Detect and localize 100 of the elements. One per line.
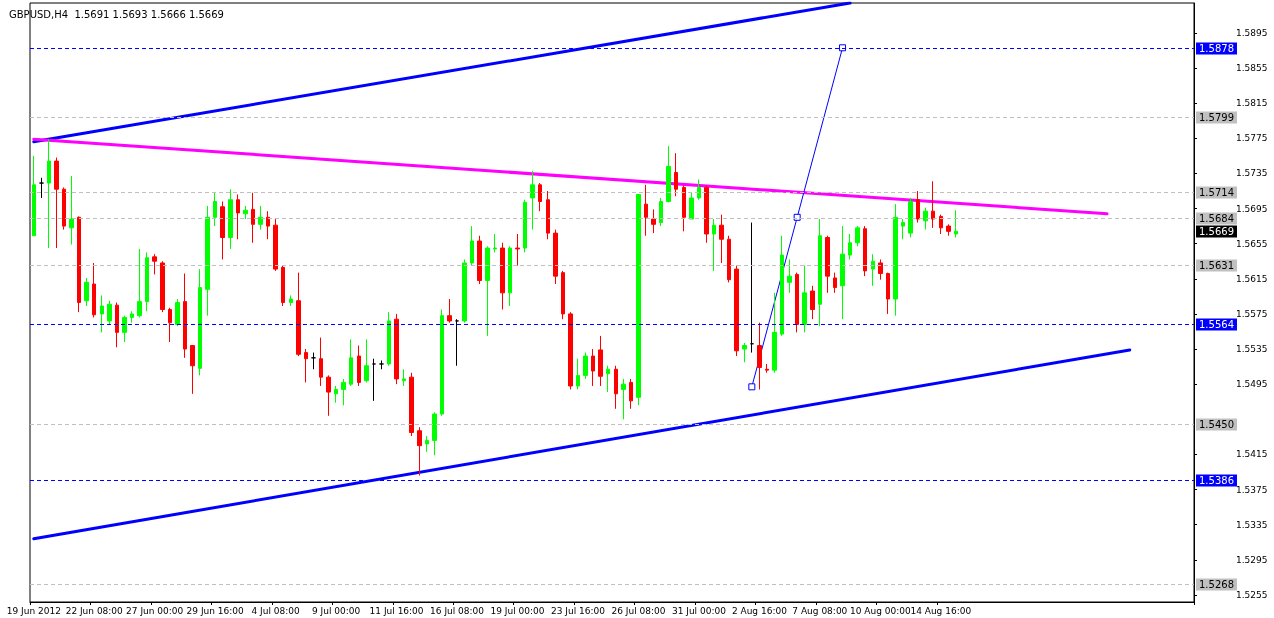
candlestick: [742, 342, 747, 363]
text: 1.5669: [1199, 226, 1234, 237]
ref-line-label: 1.5268: [1199, 579, 1234, 590]
candlestick: [273, 218, 278, 272]
candlestick: [939, 214, 943, 235]
candlestick: [341, 378, 346, 406]
ref-line-label: 1.5631: [1199, 260, 1234, 271]
y-tick-label: 1.5255: [1236, 589, 1268, 600]
candlestick: [394, 313, 399, 385]
ref-line-label: 1.5386: [1199, 475, 1234, 486]
candlestick: [477, 235, 482, 285]
candlestick: [289, 294, 293, 307]
candlestick: [84, 277, 89, 307]
y-tick-label: 1.5535: [1236, 344, 1268, 355]
candlestick: [908, 197, 913, 239]
candlestick: [734, 265, 739, 357]
candlestick: [901, 218, 905, 240]
y-tick-label: 1.5575: [1236, 308, 1268, 319]
candlestick: [251, 192, 255, 244]
y-tick-label: 1.5735: [1236, 168, 1268, 179]
candlestick: [47, 138, 51, 249]
x-tick-label: 9 Jul 00:00: [311, 605, 361, 616]
text: GBPUSD,H4 1.5691 1.5693 1.5666 1.5669: [9, 8, 224, 20]
candlestick: [175, 298, 180, 327]
candlestick: [160, 260, 165, 313]
candlestick: [145, 251, 149, 312]
candlestick: [878, 258, 883, 281]
x-tick-label: 7 Aug 08:00: [792, 605, 848, 616]
candlestick: [780, 235, 784, 337]
y-tick-label: 1.5375: [1236, 484, 1268, 495]
candlestick: [871, 253, 875, 287]
candlestick: [485, 245, 490, 337]
candlestick: [772, 292, 777, 374]
candlestick: [137, 248, 142, 318]
candlestick: [614, 365, 618, 410]
ref-line-label: 1.5878: [1199, 43, 1234, 54]
candlestick: [621, 378, 626, 420]
candlestick: [115, 302, 119, 348]
candlestick: [848, 233, 852, 260]
y-tick-label: 1.5615: [1236, 273, 1268, 284]
candlestick: [447, 298, 452, 324]
candlestick: [538, 182, 542, 212]
candlestick: [462, 258, 467, 324]
candlestick: [704, 185, 709, 244]
candlestick: [432, 411, 437, 456]
y-tick-label: 1.5695: [1236, 203, 1268, 214]
x-tick-label: 19 Jul 00:00: [490, 605, 545, 616]
candlestick: [750, 222, 754, 354]
candlestick: [810, 285, 815, 320]
candlestick: [228, 188, 233, 250]
candlestick: [727, 235, 731, 283]
ref-line-label: 1.5799: [1199, 112, 1234, 123]
candlestick: [357, 345, 361, 387]
candlestick: [281, 265, 285, 307]
candlestick: [591, 348, 595, 387]
y-tick-label: 1.5655: [1236, 238, 1268, 249]
candlestick: [205, 205, 210, 317]
candlestick: [712, 218, 716, 272]
x-tick-label: 16 Jul 08:00: [430, 605, 485, 616]
candlestick: [508, 245, 512, 307]
candlestick: [802, 265, 807, 333]
candlestick: [168, 307, 172, 343]
candlestick: [92, 262, 96, 318]
candlestick: [190, 345, 195, 395]
x-tick-label: 29 Jun 16:00: [186, 605, 245, 616]
candlestick: [833, 272, 837, 294]
candlestick: [946, 223, 951, 237]
candlestick: [402, 368, 406, 387]
candlestick: [561, 270, 565, 320]
candlestick: [644, 184, 648, 237]
candlestick: [152, 253, 157, 275]
candlestick: [440, 309, 444, 417]
candlestick: [886, 272, 890, 315]
candlestick: [954, 209, 958, 239]
candlestick: [319, 337, 323, 387]
candlestick: [659, 197, 663, 227]
candlestick: [916, 190, 920, 224]
candlestick: [334, 385, 338, 404]
x-tick-label: 2 Aug 16:00: [731, 605, 788, 616]
candlestick: [32, 155, 36, 237]
candlestick: [130, 310, 134, 324]
x-tick-label: 26 Jul 08:00: [611, 605, 666, 616]
candlestick: [387, 311, 391, 367]
candlestick: [863, 225, 867, 277]
y-tick-label: 1.5815: [1236, 98, 1268, 109]
candlestick: [651, 208, 656, 234]
y-tick-label: 1.5775: [1236, 133, 1268, 144]
candlestick: [243, 205, 248, 220]
x-tick-label: 14 Aug 16:00: [910, 605, 972, 616]
candlestick: [855, 225, 860, 247]
candlestick: [311, 352, 316, 370]
candlestick: [493, 233, 497, 253]
x-tick-label: 31 Jul 00:00: [671, 605, 727, 616]
candlestick: [666, 145, 671, 203]
candlestick: [364, 338, 369, 383]
candlestick: [296, 272, 301, 357]
x-tick-label: 11 Jul 16:00: [369, 605, 424, 616]
candlestick: [523, 199, 527, 253]
candlestick: [198, 268, 202, 376]
candlestick: [54, 157, 59, 249]
